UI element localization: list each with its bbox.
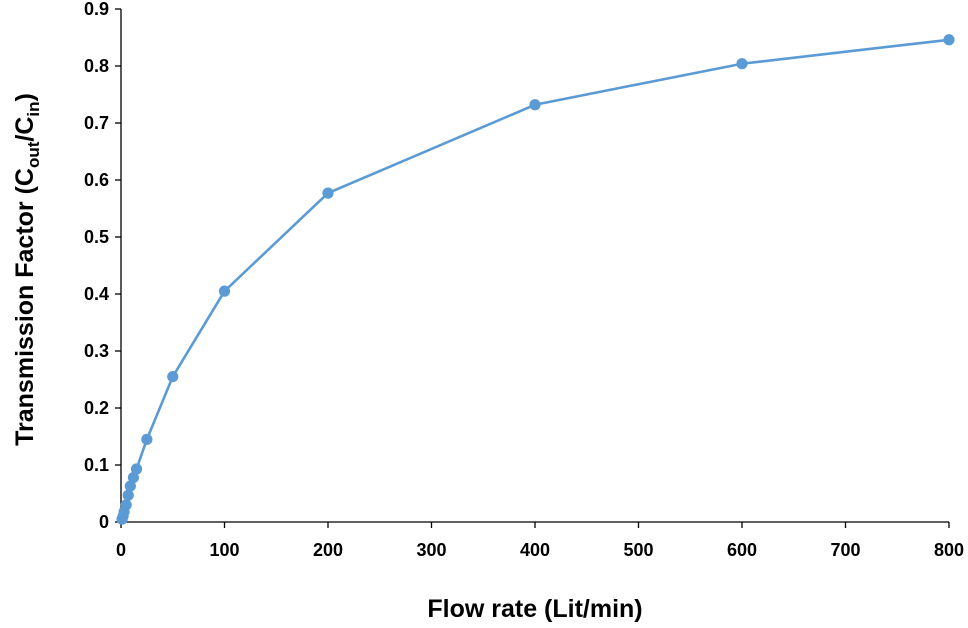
y-tick-label: 0.6 xyxy=(84,170,109,190)
y-tick-label: 0.5 xyxy=(84,227,109,247)
plot-area: 0 100 200 300 400 500 600 700 800 00.10.20.30.40… xyxy=(84,0,964,560)
series-line xyxy=(120,38,951,521)
y-axis-title-mid: /C xyxy=(11,117,39,142)
x-tick-label: 200 xyxy=(313,540,343,560)
data-point xyxy=(943,34,955,46)
y-tick-label: 0.4 xyxy=(84,284,109,304)
data-point xyxy=(124,480,136,492)
x-tick-label: 100 xyxy=(209,540,239,560)
x-axis-title: Flow rate (Lit/min) xyxy=(427,595,642,623)
x-tick-label: 700 xyxy=(830,540,860,560)
data-point xyxy=(736,58,748,70)
y-axis-title-subscript-in: in xyxy=(24,101,43,116)
y-axis-ticks: 0 0.1 0.2 0.3 0.4 0.5 0.6 0.7 0.8 0.9 xyxy=(84,0,121,532)
data-point xyxy=(218,285,231,297)
data-point xyxy=(322,187,334,199)
data-point xyxy=(120,499,132,511)
data-point xyxy=(529,99,541,111)
x-tick-label: 800 xyxy=(934,540,964,560)
x-tick-label: 500 xyxy=(623,540,653,560)
x-tick-label: 300 xyxy=(416,540,446,560)
y-axis-title-end: ) xyxy=(11,93,39,101)
y-tick-label: 0.9 xyxy=(84,0,109,19)
y-tick-label: 0.7 xyxy=(84,113,109,133)
y-tick-label: 0.1 xyxy=(84,455,109,475)
y-axis-title-subscript-out: out xyxy=(24,141,43,168)
data-point xyxy=(141,433,153,445)
x-tick-label: 400 xyxy=(520,540,550,560)
y-tick-label: 0.3 xyxy=(84,341,109,361)
y-tick-label: 0 xyxy=(99,512,109,532)
series-layer xyxy=(116,34,955,525)
data-point xyxy=(130,463,143,475)
data-point xyxy=(167,371,179,383)
x-tick-label: 600 xyxy=(727,540,757,560)
data-point xyxy=(122,489,134,501)
y-axis-title-main: Transmission Factor (C xyxy=(11,168,39,446)
x-axis-ticks: 0 100 200 300 400 500 600 700 800 xyxy=(116,522,964,560)
y-axis-title: Transmission Factor (Cout/Cin) xyxy=(11,93,43,446)
y-tick-label: 0.2 xyxy=(84,398,109,418)
data-point xyxy=(127,471,140,484)
y-tick-label: 0.8 xyxy=(84,56,109,76)
x-tick-label: 0 xyxy=(116,540,126,560)
